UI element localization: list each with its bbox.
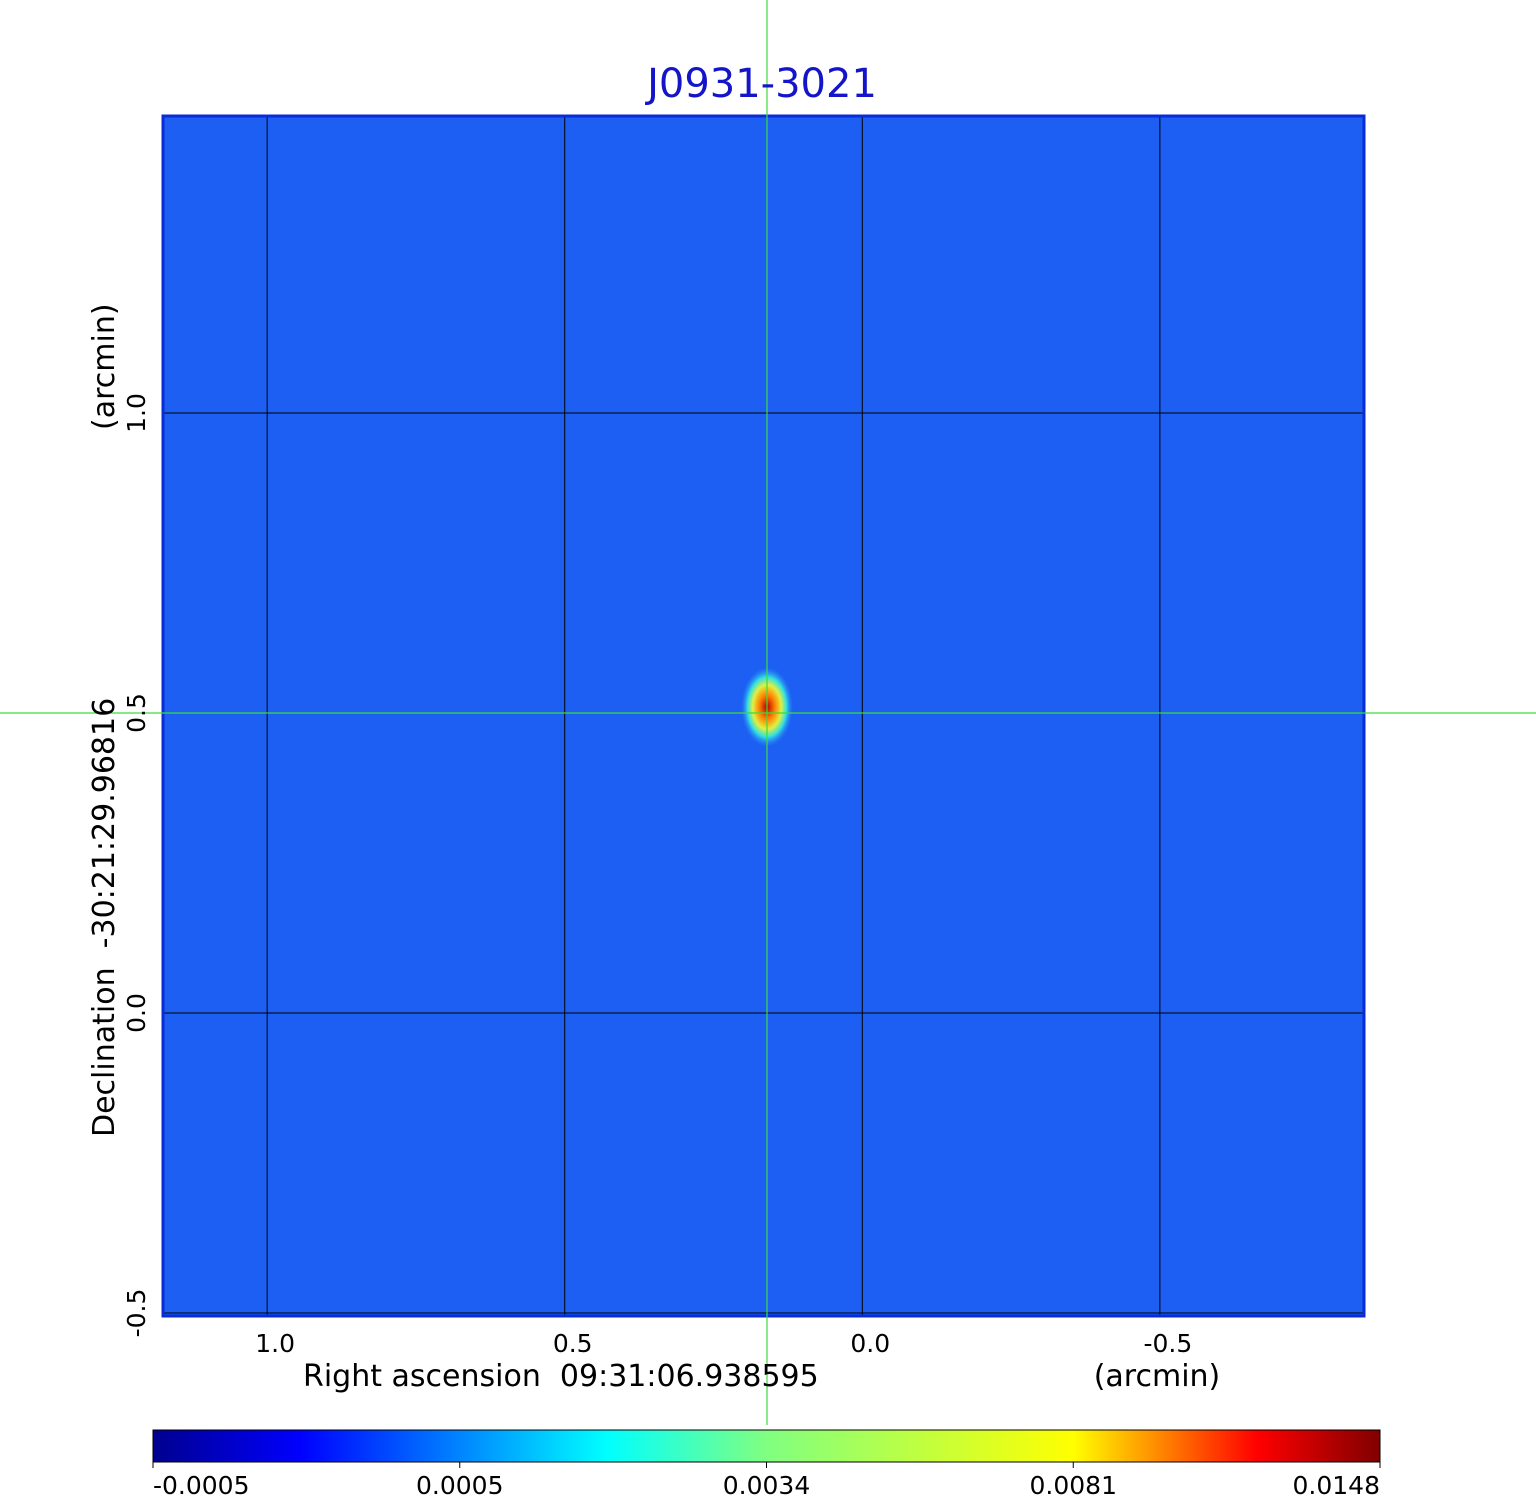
- colorbar-tick-label: -0.0005: [153, 1471, 250, 1500]
- x-tick-label: 1.0: [255, 1329, 295, 1358]
- y-tick-label: 1.0: [122, 393, 151, 433]
- colorbar: [152, 1429, 1381, 1463]
- x-axis-unit: (arcmin): [1094, 1359, 1221, 1394]
- x-axis-label: Right ascension 09:31:06.938595: [303, 1359, 819, 1394]
- y-tick-label: 0.5: [122, 693, 151, 733]
- colorbar-tick-label: 0.0148: [1293, 1471, 1380, 1500]
- y-axis-label: Declination -30:21:29.96816: [87, 698, 122, 1137]
- x-tick-label: 0.5: [553, 1329, 593, 1358]
- colorbar-tick-label: 0.0081: [1030, 1471, 1117, 1500]
- y-tick-label: -0.5: [122, 1289, 151, 1338]
- x-tick-label: -0.5: [1143, 1329, 1192, 1358]
- y-axis-unit: (arcmin): [87, 303, 122, 430]
- chart-title: J0931-3021: [644, 61, 877, 107]
- y-tick-label: 0.0: [122, 993, 151, 1033]
- colorbar-tick-label: 0.0005: [416, 1471, 503, 1500]
- x-tick-label: 0.0: [850, 1329, 890, 1358]
- plot-frame: [161, 114, 1366, 1318]
- colorbar-tick-label: 0.0034: [723, 1471, 810, 1500]
